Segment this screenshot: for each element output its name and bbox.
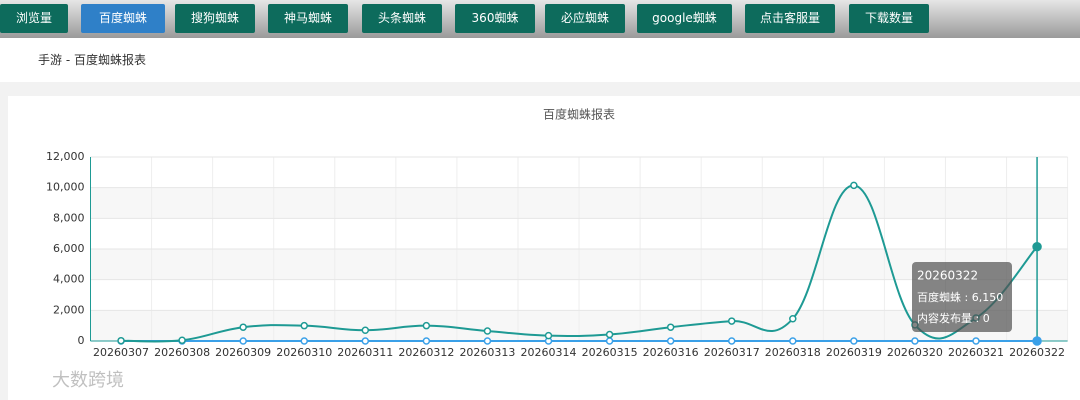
x-tick-label: 20260312 [398,346,454,359]
x-tick-label: 20260310 [276,346,332,359]
x-tick-label: 20260316 [643,346,699,359]
y-tick-label: 8,000 [53,211,85,224]
tooltip: 20260322 百度蜘蛛 : 6,150 内容发布量 : 0 [912,262,1012,332]
x-tick-label: 20260319 [826,346,882,359]
x-tick-label: 20260308 [154,346,210,359]
chart-title: 百度蜘蛛报表 [543,107,615,122]
data-point [789,337,797,345]
data-point [117,336,125,345]
y-tick-label: 6,000 [53,242,85,255]
data-point [239,337,247,345]
tooltip-line: 内容发布量 : 0 [917,311,990,325]
nav-button[interactable]: 浏览量 [0,4,68,33]
x-tick-label: 20260320 [887,346,943,359]
nav-bar: 浏览量 百度蜘蛛 搜狗蜘蛛 神马蜘蛛 头条蜘蛛 360蜘蛛 必应蜘蛛 google蜘蛛 点击客服… [0,0,1080,38]
nav-button[interactable]: 下载数量 [849,4,929,33]
nav-button[interactable]: 百度蜘蛛 [81,4,165,33]
data-point [178,336,186,344]
nav-button[interactable]: 神马蜘蛛 [268,4,348,33]
data-point [850,337,858,345]
data-point [727,337,736,345]
x-tick-label: 20260318 [765,346,821,359]
breadcrumb-bar: 手游 - 百度蜘蛛报表 [0,38,1080,82]
data-point [911,337,919,345]
data-point [361,326,370,335]
x-tick-label: 20260311 [337,346,393,359]
data-point [666,323,675,331]
x-tick-label: 20260317 [704,346,760,359]
data-point [239,323,247,331]
x-tick-label: 20260309 [215,346,271,359]
data-point [666,337,675,345]
data-point [544,331,553,340]
nav-button[interactable]: 搜狗蜘蛛 [175,4,255,33]
watermark: 大数跨境 [52,370,124,391]
data-point [789,315,797,323]
nav-button[interactable]: 点击客服量 [745,4,835,33]
data-point [727,317,736,325]
y-tick-label: 0 [78,334,85,347]
nav-button[interactable]: 360蜘蛛 [455,4,535,33]
tooltip-box [912,262,1012,332]
x-tick-label: 20260314 [521,346,577,359]
y-tick-label: 2,000 [53,303,85,316]
breadcrumb: 手游 - 百度蜘蛛报表 [38,53,146,67]
data-point [361,337,370,345]
data-point [1032,241,1042,252]
data-point [483,327,492,335]
x-tick-label: 20260322 [1009,346,1065,359]
data-point [605,330,614,339]
nav-button[interactable]: 头条蜘蛛 [362,4,442,33]
y-tick-label: 10,000 [46,181,85,194]
data-point [1032,336,1042,346]
y-tick-label: 4,000 [53,273,85,286]
nav-button[interactable]: 必应蜘蛛 [545,4,625,33]
data-point [422,321,431,330]
tooltip-title: 20260322 [917,269,978,283]
data-point [422,337,431,345]
data-point [972,337,980,345]
data-point [605,337,614,345]
tooltip-line: 百度蜘蛛 : 6,150 [917,290,1003,304]
data-point [483,337,492,345]
x-tick-label: 20260313 [459,346,515,359]
x-tick-label: 20260307 [93,346,149,359]
x-tick-label: 20260315 [582,346,638,359]
x-tick-label: 20260321 [948,346,1004,359]
chart-panel [8,96,1080,400]
nav-button[interactable]: google蜘蛛 [637,4,732,33]
data-point [850,181,858,190]
series-line [121,184,1038,343]
y-tick-label: 12,000 [46,150,85,163]
data-point [300,321,308,330]
data-point [300,337,308,345]
